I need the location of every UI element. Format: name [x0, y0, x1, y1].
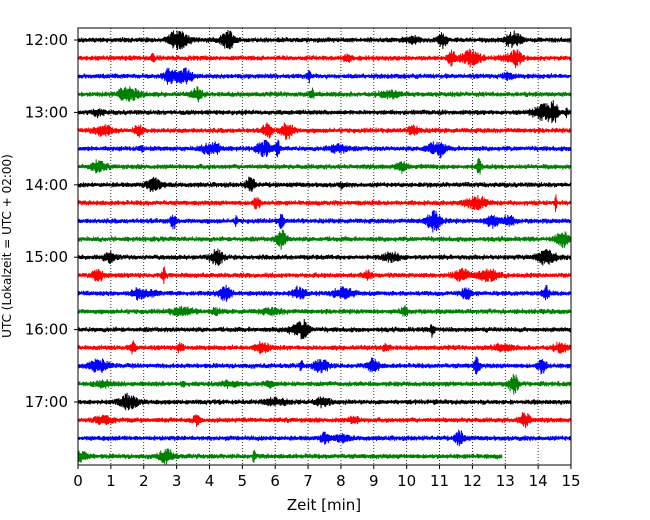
seismic-trace	[77, 139, 572, 159]
x-tick-label: 5	[238, 472, 248, 490]
seismic-trace	[77, 356, 572, 375]
seismic-trace	[77, 340, 572, 355]
x-axis: 0 1 2 3 4 5 6 7 8 9 10 11 12 13 14 15	[73, 465, 581, 490]
seismic-trace	[77, 210, 572, 233]
seismic-trace	[77, 392, 572, 411]
seismic-trace	[77, 176, 572, 192]
x-tick-label: 15	[561, 472, 580, 490]
plot-area	[78, 28, 571, 465]
y-tick-label: 16:00	[25, 321, 68, 339]
y-axis: 12:00 13:00 14:00 15:00 16:00 17:00	[25, 31, 78, 411]
seismic-trace	[77, 284, 572, 302]
x-tick-label: 14	[529, 472, 548, 490]
y-tick-label: 14:00	[25, 176, 68, 194]
seismic-trace	[77, 266, 572, 285]
y-tick-label: 12:00	[25, 31, 68, 49]
seismic-trace	[77, 229, 572, 250]
x-axis-label: Zeit [min]	[287, 496, 361, 514]
seismic-trace	[77, 412, 572, 429]
grid-lines	[110, 28, 539, 465]
y-axis-label: UTC (Lokalzeit = UTC + 02:00)	[0, 154, 14, 338]
seismic-trace	[77, 100, 572, 124]
x-tick-label: 10	[397, 472, 416, 490]
x-tick-label: 1	[106, 472, 116, 490]
y-tick-label: 17:00	[25, 393, 68, 411]
seismic-trace	[77, 448, 503, 465]
seismic-trace	[77, 29, 572, 50]
seismic-trace	[77, 157, 572, 175]
seismic-trace	[77, 305, 572, 317]
y-tick-label: 15:00	[25, 248, 68, 266]
x-tick-label: 2	[139, 472, 149, 490]
y-tick-label: 13:00	[25, 103, 68, 121]
x-tick-label: 9	[369, 472, 379, 490]
seismic-trace	[77, 429, 572, 447]
trace-group	[77, 29, 572, 465]
x-tick-label: 8	[336, 472, 346, 490]
x-tick-label: 13	[496, 472, 515, 490]
seismic-trace	[77, 319, 572, 340]
x-tick-label: 6	[270, 472, 280, 490]
seismic-trace	[77, 86, 572, 103]
seismic-trace	[77, 194, 572, 212]
seismic-trace	[77, 122, 572, 140]
x-tick-label: 4	[205, 472, 215, 490]
x-tick-label: 3	[172, 472, 182, 490]
x-tick-label: 11	[430, 472, 449, 490]
seismic-trace	[77, 248, 572, 266]
seismic-trace	[77, 373, 572, 395]
x-tick-label: 12	[463, 472, 482, 490]
seismic-trace	[77, 67, 572, 85]
plot-frame	[77, 27, 572, 466]
seismic-trace	[77, 48, 572, 69]
x-tick-label: 0	[73, 472, 83, 490]
x-tick-label: 7	[303, 472, 313, 490]
